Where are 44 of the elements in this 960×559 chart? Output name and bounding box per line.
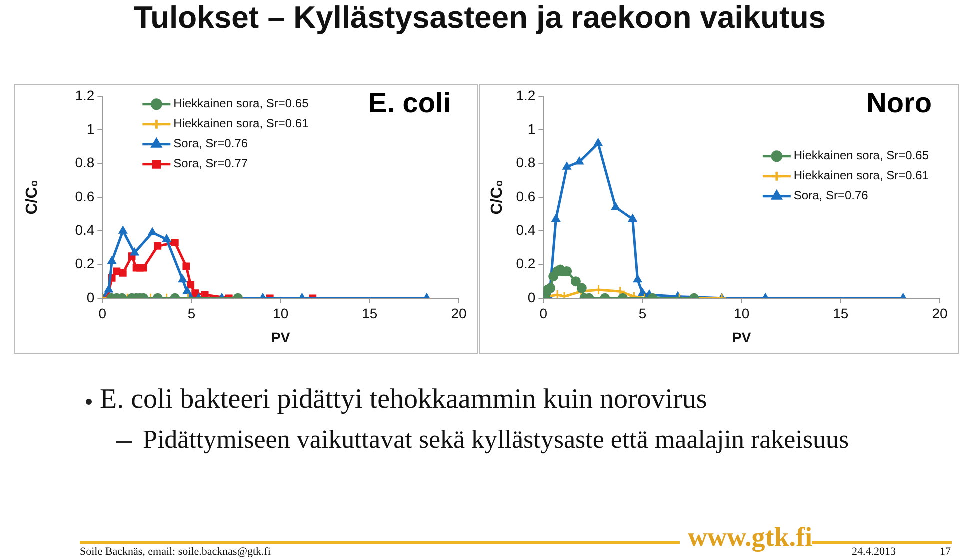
text: E. coli bakteeri pidättyi tehokkaammin kuin norovirus bbox=[100, 384, 708, 416]
x-tick-label: 0 bbox=[540, 306, 548, 322]
y-tick-label: 0.6 bbox=[516, 188, 536, 204]
y-tick-label: 0.2 bbox=[75, 256, 95, 272]
x-tick-label: 15 bbox=[833, 306, 849, 322]
y-axis-title: C/C₀ bbox=[489, 180, 506, 215]
y-tick-label: 1 bbox=[86, 120, 95, 137]
legend-label: Hiekkainen sora, Sr=0.65 bbox=[174, 96, 310, 111]
text: Pidättymiseen vaikuttavat sekä kyllästysaste että maalajin rakeisuus bbox=[143, 425, 850, 455]
legend-label: Sora, Sr=0.77 bbox=[174, 156, 248, 171]
text: 17 bbox=[940, 546, 951, 558]
legend-label: Hiekkainen sora, Sr=0.61 bbox=[794, 168, 930, 183]
y-tick-label: 0.8 bbox=[516, 154, 536, 171]
x-tick-label: 20 bbox=[451, 306, 467, 322]
chart-title: E. coli bbox=[368, 88, 451, 119]
y-tick-label: 0.2 bbox=[516, 256, 536, 272]
legend-label: Hiekkainen sora, Sr=0.61 bbox=[174, 116, 310, 131]
chart-title: Noro bbox=[866, 88, 932, 119]
text: Tulokset – Kyllästysasteen ja raekoon vaikutus bbox=[132, 0, 828, 36]
x-tick-label: 20 bbox=[932, 306, 948, 322]
legend-label: Sora, Sr=0.76 bbox=[174, 136, 248, 151]
y-tick-label: 0.4 bbox=[75, 222, 95, 238]
text: www.gtk.fi bbox=[688, 522, 813, 553]
y-tick-label: 0.8 bbox=[75, 154, 95, 171]
y-tick-label: 0.6 bbox=[75, 188, 95, 204]
x-axis-title: PV bbox=[732, 329, 752, 346]
legend-label: Sora, Sr=0.76 bbox=[794, 188, 869, 203]
x-axis-title: PV bbox=[271, 329, 291, 346]
y-tick-label: 1.2 bbox=[516, 87, 536, 104]
y-tick-label: 1.2 bbox=[75, 87, 95, 104]
y-tick-label: 0 bbox=[86, 289, 95, 306]
x-tick-label: 15 bbox=[362, 306, 378, 322]
y-tick-label: 1 bbox=[528, 120, 536, 137]
x-tick-label: 10 bbox=[273, 306, 289, 322]
x-tick-label: 0 bbox=[98, 306, 107, 322]
legend-label: Hiekkainen sora, Sr=0.65 bbox=[794, 148, 930, 163]
text: Soile Backnäs, email: soile.backnas@gtk.fi bbox=[80, 546, 271, 558]
y-tick-label: 0 bbox=[528, 289, 536, 306]
x-tick-label: 10 bbox=[734, 306, 750, 322]
x-tick-label: 5 bbox=[638, 306, 647, 322]
text: 24.4.2013 bbox=[852, 546, 896, 558]
y-axis-title: C/C₀ bbox=[24, 180, 42, 215]
y-tick-label: 0.4 bbox=[516, 222, 536, 238]
x-tick-label: 5 bbox=[188, 306, 196, 322]
